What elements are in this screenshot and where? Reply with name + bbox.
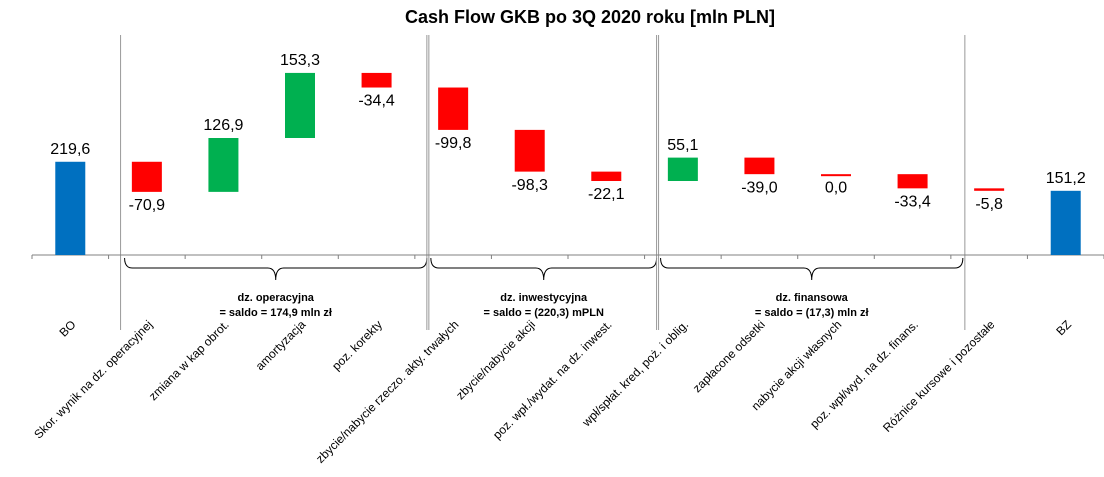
chart-title: Cash Flow GKB po 3Q 2020 roku [mln PLN] — [405, 7, 775, 27]
value-label: -33,4 — [894, 194, 931, 211]
bar — [897, 174, 928, 189]
group-bracket — [430, 257, 658, 281]
bar — [361, 72, 392, 88]
value-label: 0,0 — [825, 179, 847, 196]
x-tick-label: zapłacone odsetki — [690, 317, 768, 395]
x-label-group: amortyzacja — [253, 317, 309, 373]
x-label-group: poz. korekty — [329, 317, 385, 373]
value-label: -39,0 — [741, 179, 778, 196]
value-label: 153,3 — [280, 52, 320, 69]
bar — [667, 157, 698, 182]
x-tick-label: amortyzacja — [253, 317, 309, 373]
value-label: 219,6 — [50, 141, 90, 158]
value-label: 55,1 — [667, 137, 698, 154]
x-label-group: zbycie/nabycie akcji — [453, 317, 538, 402]
value-label: -5,8 — [975, 196, 1003, 213]
x-tick-label: zbycie/nabycie akcji — [453, 317, 538, 402]
bar — [1050, 190, 1081, 255]
group-label: dz. operacyjna — [238, 292, 315, 304]
x-tick-label: Skor. wynik na dz. operacyjnej — [31, 317, 155, 441]
group-saldo: = saldo = 174,9 mln zł — [219, 307, 332, 319]
x-tick-label: zbycie/nabycie rzeczo. akty. trwałych — [313, 317, 461, 465]
x-label-group: zapłacone odsetki — [690, 317, 768, 395]
group-bracket — [660, 257, 964, 281]
bar — [514, 129, 545, 172]
x-tick-label: zmiana w kap obrot. — [146, 317, 232, 403]
group-saldo: = saldo = (220,3) mPLN — [483, 307, 603, 319]
x-tick-label: poz. korekty — [329, 317, 385, 373]
value-label: 151,2 — [1046, 170, 1086, 187]
value-label: -99,8 — [435, 135, 472, 152]
bar — [438, 87, 469, 130]
value-label: -70,9 — [129, 197, 166, 214]
bar — [821, 174, 851, 177]
group-label: dz. inwestycyjna — [500, 292, 588, 304]
bar — [55, 161, 86, 255]
x-tick-label: BO — [56, 317, 78, 339]
x-tick-label: BZ — [1053, 317, 1074, 338]
value-label: -34,4 — [358, 93, 395, 110]
group-label: dz. finansowa — [776, 292, 849, 304]
group-bracket — [124, 257, 428, 281]
bar — [285, 72, 315, 138]
group-saldo: = saldo = (17,3) mln zł — [755, 307, 869, 319]
value-label: 126,9 — [203, 117, 243, 134]
bar — [208, 138, 239, 192]
bar — [744, 157, 775, 175]
value-label: -22,1 — [588, 186, 625, 203]
bar — [591, 171, 622, 182]
x-label-group: Skor. wynik na dz. operacyjnej — [31, 317, 155, 441]
bar — [974, 188, 1005, 191]
x-label-group: BO — [56, 317, 78, 339]
value-label: -98,3 — [511, 177, 548, 194]
x-label-group: zbycie/nabycie rzeczo. akty. trwałych — [313, 317, 461, 465]
x-label-group: BZ — [1053, 317, 1074, 338]
bar — [131, 161, 162, 192]
x-label-group: zmiana w kap obrot. — [146, 317, 232, 403]
